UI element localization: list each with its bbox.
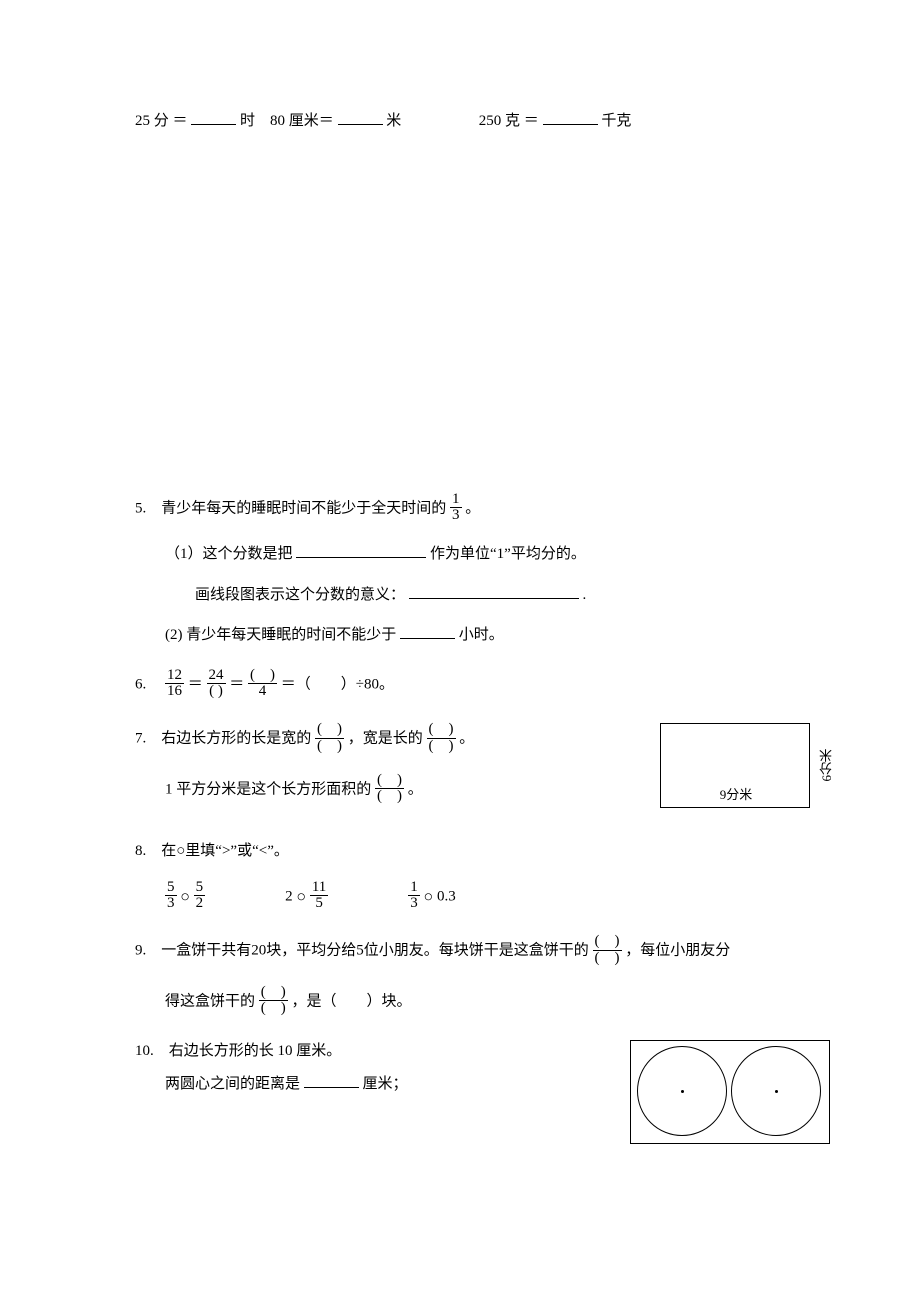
fraction-blank[interactable]: ( ) ( ): [315, 722, 344, 755]
fraction-blank[interactable]: ( ) ( ): [375, 773, 404, 806]
q8-compare-row: 5 3 ○ 5 2 2 ○ 11 5: [165, 881, 830, 914]
fraction: 5 3: [165, 880, 177, 913]
fraction: 5 2: [194, 880, 206, 913]
text: 小时。: [459, 627, 504, 643]
text: 厘米；: [363, 1076, 408, 1092]
q10-text: 10. 右边长方形的长 10 厘米。 两圆心之间的距离是 厘米；: [135, 1040, 610, 1095]
text: 1 平方分米是这个长方形面积的: [165, 781, 371, 797]
text: 两圆心之间的距离是: [165, 1076, 300, 1092]
circle-blank[interactable]: ○: [424, 888, 434, 905]
text: 9. 一盒饼干共有20块，平均分给5位小朋友。每块饼干是这盒饼干的: [135, 943, 589, 959]
compare-2: 2 ○ 11 5: [285, 881, 328, 914]
compare-1: 5 3 ○ 5 2: [165, 881, 205, 914]
text: 0.3: [437, 888, 456, 904]
text: 250 克 ＝: [479, 113, 539, 129]
text: 7. 右边长方形的长是宽的: [135, 731, 311, 747]
text: ＝: [229, 676, 244, 692]
rect-height-label: 6分米: [817, 723, 837, 808]
text: 2: [285, 888, 293, 904]
q5-1: （1）这个分数是把 作为单位“1”平均分的。: [165, 543, 830, 566]
text: ，每位小朋友分: [625, 943, 730, 959]
text: 25 分 ＝: [135, 113, 188, 129]
text: ，宽是长的: [348, 731, 423, 747]
q4-conversion-line: 25 分 ＝ 时 80 厘米＝ 米 250 克 ＝ 千克: [135, 110, 830, 133]
text: 得这盒饼干的: [165, 993, 255, 1009]
text: 5. 青少年每天的睡眠时间不能少于全天时间的: [135, 500, 446, 516]
fraction: 24 ( ): [207, 668, 226, 701]
q5-1b: 画线段图表示这个分数的意义： .: [195, 584, 830, 607]
circle-blank[interactable]: ○: [180, 888, 190, 905]
text: 。: [408, 781, 423, 797]
rect-width-label: 9分米: [661, 785, 811, 805]
two-circles-figure: [630, 1040, 830, 1144]
text: 时 80 厘米＝: [240, 113, 334, 129]
blank[interactable]: [338, 110, 383, 125]
center-dot-2: [775, 1090, 778, 1093]
fraction-blank[interactable]: ( ) ( ): [427, 722, 456, 755]
text: 作为单位“1”平均分的。: [430, 546, 586, 562]
fraction: 1 3: [450, 492, 462, 525]
text: 千克: [601, 113, 631, 129]
q5: 5. 青少年每天的睡眠时间不能少于全天时间的 1 3 。 （1）这个分数是把 作…: [135, 493, 830, 647]
fraction-blank[interactable]: ( ) ( ): [593, 934, 622, 967]
text: .: [583, 587, 587, 603]
blank[interactable]: [400, 624, 455, 639]
q10: 10. 右边长方形的长 10 厘米。 两圆心之间的距离是 厘米；: [135, 1040, 830, 1144]
blank[interactable]: [304, 1073, 359, 1088]
q8: 8. 在○里填“>”或“<”。 5 3 ○ 5 2 2 ○: [135, 840, 830, 913]
text: ＝（ ）÷80。: [281, 676, 394, 692]
fraction: ( ) 4: [248, 668, 277, 701]
text: ＝: [188, 676, 207, 692]
fraction: 1 3: [408, 880, 420, 913]
blank[interactable]: [191, 110, 236, 125]
text: 。: [465, 500, 480, 516]
text: ，是（ ）块。: [292, 993, 412, 1009]
q7-text: 7. 右边长方形的长是宽的 ( ) ( ) ，宽是长的 ( ) ( ) 。 1 …: [135, 723, 640, 806]
text: (2) 青少年每天睡眠的时间不能少于: [165, 627, 396, 643]
text: 画线段图表示这个分数的意义：: [195, 587, 405, 603]
q5-2: (2) 青少年每天睡眠的时间不能少于 小时。: [165, 624, 830, 647]
text: 6.: [135, 676, 161, 692]
fraction: 12 16: [165, 668, 184, 701]
text: （1）这个分数是把: [165, 546, 293, 562]
rectangle-figure: 9分米 6分米: [660, 723, 830, 818]
blank[interactable]: [543, 110, 598, 125]
fraction-blank[interactable]: ( ) ( ): [259, 985, 288, 1018]
q6: 6. 12 16 ＝ 24 ( ) ＝ ( ) 4 ＝（ ）÷80。: [135, 669, 830, 702]
blank[interactable]: [409, 584, 579, 599]
fraction: 11 5: [310, 880, 328, 913]
text: 米: [386, 113, 401, 129]
circle-blank[interactable]: ○: [296, 888, 306, 905]
q9: 9. 一盒饼干共有20块，平均分给5位小朋友。每块饼干是这盒饼干的 ( ) ( …: [135, 935, 830, 1018]
text: 10. 右边长方形的长 10 厘米。: [135, 1040, 610, 1063]
text: 。: [459, 731, 474, 747]
center-dot-1: [681, 1090, 684, 1093]
rect-outline: 9分米: [660, 723, 810, 808]
compare-3: 1 3 ○ 0.3: [408, 881, 455, 914]
blank[interactable]: [296, 543, 426, 558]
text: 8. 在○里填“>”或“<”。: [135, 840, 830, 863]
q7: 7. 右边长方形的长是宽的 ( ) ( ) ，宽是长的 ( ) ( ) 。 1 …: [135, 723, 830, 818]
